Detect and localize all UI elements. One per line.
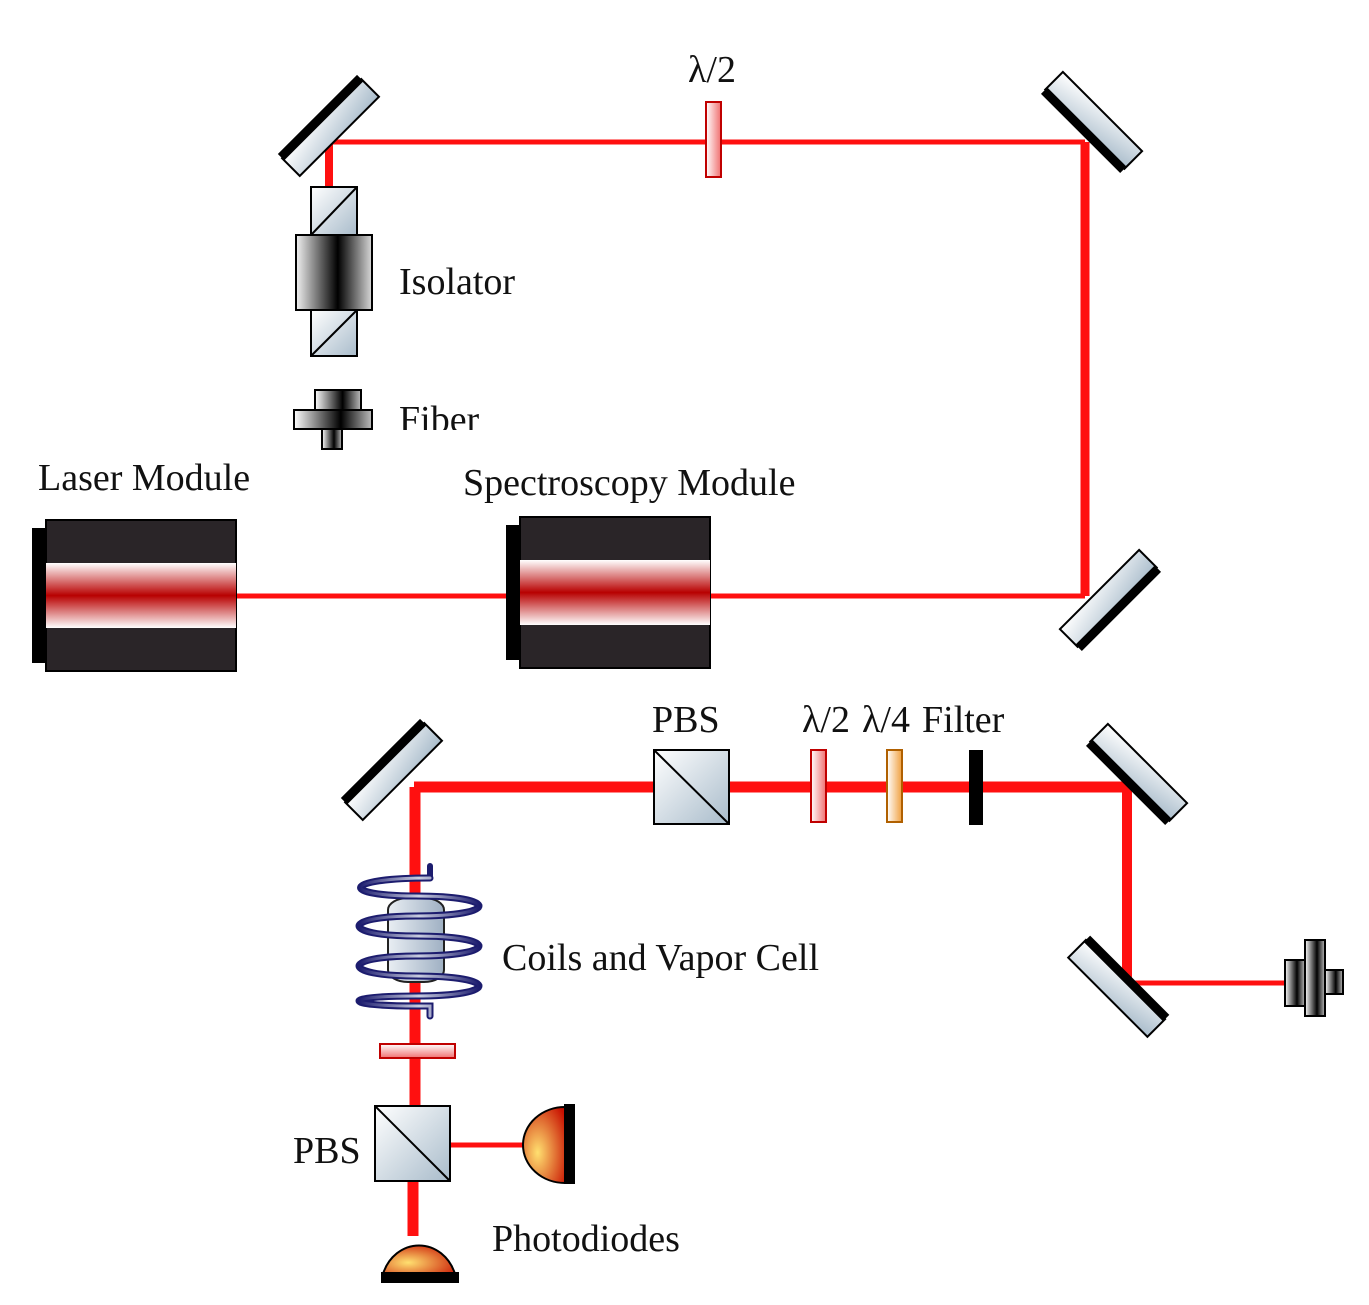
half-wave-plate-top xyxy=(705,101,722,178)
half-wave-label-top: λ/2 xyxy=(688,49,736,91)
filter xyxy=(969,750,983,825)
laser-beams xyxy=(236,139,1288,1236)
mirror-bottom-left xyxy=(340,718,444,822)
mirror-mid-right xyxy=(1058,548,1162,652)
laser-module xyxy=(32,519,237,672)
quarter-wave-plate xyxy=(886,749,903,823)
isolator-label: Isolator xyxy=(399,261,515,303)
mirror-top-left xyxy=(277,74,381,178)
filter-label: Filter xyxy=(922,699,1005,741)
photodiode-side xyxy=(522,1104,575,1185)
laser-module-label: Laser Module xyxy=(38,457,250,499)
spectroscopy-module xyxy=(506,516,711,669)
pbs-bottom-label: PBS xyxy=(293,1130,361,1172)
mirror-top-right xyxy=(1040,70,1144,174)
mirror-lower-right-lower xyxy=(1066,935,1170,1039)
photodiodes-label: Photodiodes xyxy=(492,1218,680,1260)
half-wave-label-bottom: λ/2 xyxy=(802,699,850,741)
fiber-label-mask xyxy=(395,430,515,450)
spectroscopy-module-label: Spectroscopy Module xyxy=(463,462,795,504)
photodiode-bottom xyxy=(381,1244,459,1283)
isolator xyxy=(295,186,373,357)
mirror-lower-right-upper xyxy=(1085,722,1189,826)
pbs-top xyxy=(653,749,730,825)
fiber-coupler-right xyxy=(1284,939,1344,1017)
coils xyxy=(355,863,483,1020)
quarter-wave-label: λ/4 xyxy=(862,699,910,741)
pbs-bottom xyxy=(374,1105,451,1182)
coils-vapor-cell-label: Coils and Vapor Cell xyxy=(502,937,819,979)
half-wave-plate-vertical-path xyxy=(379,1043,456,1059)
pbs-top-label: PBS xyxy=(652,699,720,741)
fiber-coupler xyxy=(293,389,373,450)
half-wave-plate-bottom xyxy=(810,749,827,823)
vapor-cell xyxy=(387,897,445,983)
